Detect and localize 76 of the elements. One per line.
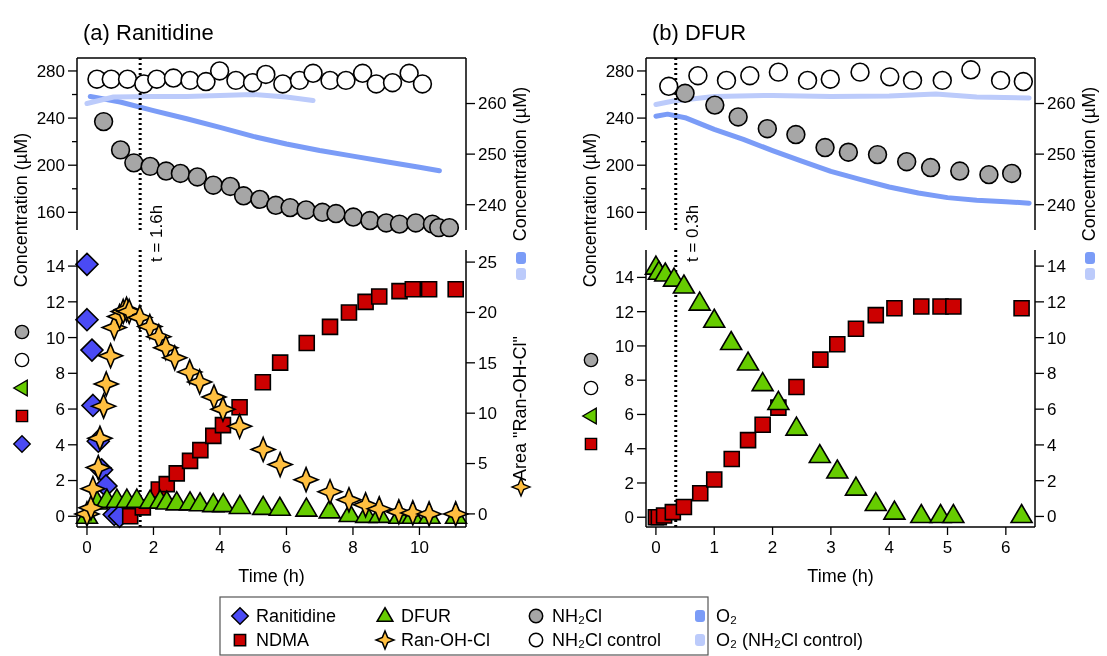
x-tick-label: 4 [215, 538, 225, 557]
y-tick-label: 14 [615, 268, 634, 288]
y-tick-label: 200 [605, 156, 634, 176]
x-tick-label: 6 [281, 538, 292, 557]
legend-label: DFUR [401, 606, 451, 627]
y-tick-label: 160 [605, 203, 634, 223]
x-tick-label: 0 [82, 538, 92, 557]
y2-tick-label: 8 [1047, 364, 1057, 384]
x-tick-label: 0 [651, 538, 661, 557]
y2-tick-label: 250 [478, 145, 507, 165]
y2-tick-label: 0 [1047, 507, 1057, 527]
y2-tick-label: 5 [478, 454, 488, 474]
y-tick-label: 4 [55, 435, 65, 455]
legend-label: Ranitidine [256, 606, 337, 627]
y2-tick-label: 6 [1047, 400, 1057, 420]
y-tick-label: 160 [36, 203, 65, 223]
x-tick-label: 4 [884, 538, 894, 557]
x-tick-label: 8 [348, 538, 358, 557]
ref-line-label: t = 1.6h [147, 204, 167, 262]
x-axis-title: Time (h) [807, 566, 874, 586]
y-tick-label: 2 [624, 473, 634, 493]
x-tick-label: 2 [767, 538, 778, 557]
y2-axis-title: Concentration (µM) [510, 86, 530, 242]
y-tick-label: 14 [46, 257, 65, 277]
y-tick-label: 8 [55, 364, 65, 384]
y-tick-label: 6 [55, 400, 65, 419]
x-tick-label: 3 [826, 538, 836, 557]
y2-tick-label: 2 [1047, 471, 1057, 491]
y2-tick-label: 25 [478, 253, 497, 273]
y2-tick-label: 12 [1047, 292, 1066, 312]
y2-tick-label: 20 [478, 303, 497, 323]
x-tick-label: 5 [942, 538, 953, 557]
y2-tick-label: 240 [478, 195, 507, 215]
y2-tick-label: 250 [1047, 145, 1076, 165]
legend-label: O₂ (NH₂Cl control) [716, 630, 863, 651]
y2-tick-label: 10 [478, 404, 497, 424]
y-tick-label: 10 [46, 328, 65, 348]
y2-tick-label: 14 [1047, 257, 1066, 277]
y-tick-label: 280 [605, 61, 634, 81]
y2-axis-title: Area "Ran-OH-Cl" [510, 336, 530, 481]
y-tick-label: 0 [55, 507, 65, 527]
y2-axis-title: Concentration (µM) [1079, 86, 1099, 242]
chart-title: (b) DFUR [652, 20, 747, 45]
y-tick-label: 4 [624, 439, 634, 459]
y2-tick-label: 4 [1047, 435, 1057, 455]
x-tick-label: 6 [1001, 538, 1011, 557]
y-tick-label: 12 [615, 302, 634, 322]
y-tick-label: 0 [624, 508, 634, 528]
y-tick-label: 8 [624, 371, 634, 391]
y2-tick-label: 260 [478, 94, 507, 114]
y-axis-title: Concentration (µM) [580, 132, 600, 288]
y-tick-label: 200 [36, 156, 65, 176]
y-axis-title: Concentration (µM) [11, 132, 31, 288]
y2-tick-label: 15 [478, 353, 497, 373]
x-tick-label: 10 [409, 538, 429, 557]
y2-tick-label: 10 [1047, 328, 1066, 348]
x-tick-label: 2 [148, 538, 159, 557]
y-tick-label: 12 [46, 292, 65, 312]
y-tick-label: 2 [55, 471, 65, 491]
legend-label: NH₂Cl control [552, 630, 662, 651]
y-tick-label: 240 [605, 109, 634, 129]
x-tick-label: 1 [709, 538, 719, 557]
x-axis-title: Time (h) [238, 566, 305, 586]
legend-label: O₂ [716, 606, 737, 627]
y-tick-label: 280 [36, 61, 65, 81]
y-tick-label: 6 [624, 405, 634, 425]
ref-line-label: t = 0.3h [682, 204, 702, 262]
y2-tick-label: 0 [478, 504, 488, 524]
y-tick-label: 10 [615, 336, 634, 356]
legend-label: NDMA [256, 630, 309, 651]
y-tick-label: 240 [36, 109, 65, 129]
y2-tick-label: 240 [1047, 195, 1076, 215]
y2-tick-label: 260 [1047, 94, 1076, 114]
legend-label: Ran-OH-Cl [401, 630, 491, 651]
legend-label: NH₂Cl [552, 606, 602, 627]
chart-title: (a) Ranitidine [83, 20, 214, 45]
